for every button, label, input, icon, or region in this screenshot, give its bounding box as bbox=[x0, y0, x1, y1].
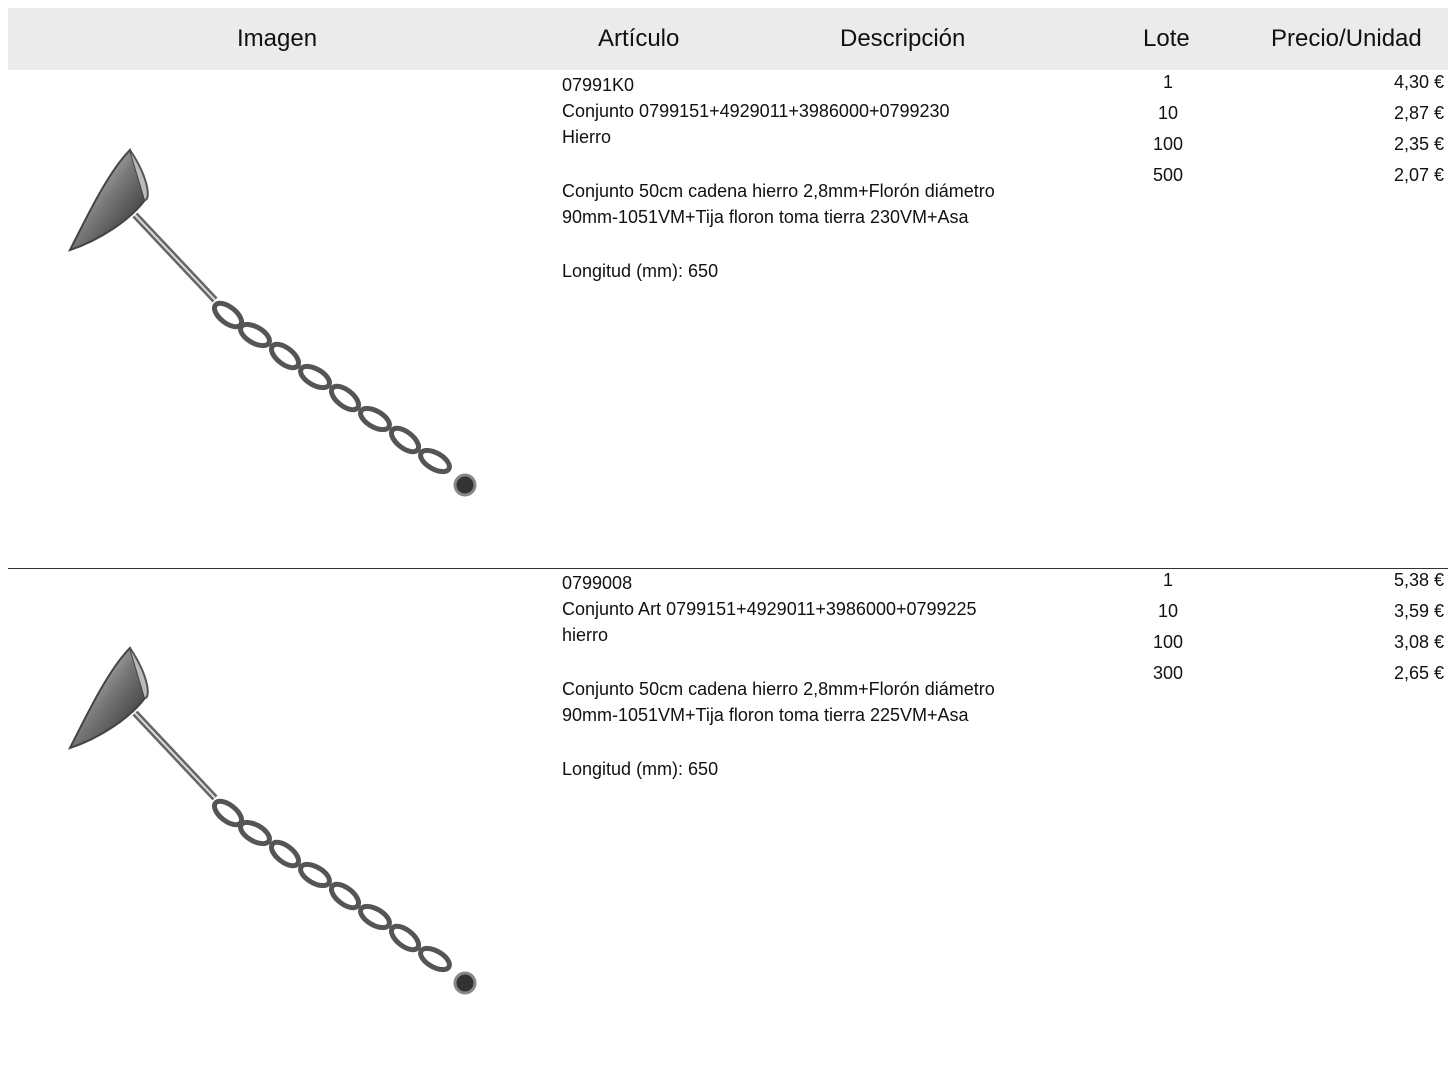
lot-quantity: 1 bbox=[1162, 570, 1173, 590]
article-code: 0799008 bbox=[562, 573, 633, 593]
header-cell: Descripción bbox=[840, 25, 966, 52]
header-cell: Imagen bbox=[237, 25, 318, 52]
unit-price: 3,59 € bbox=[1393, 601, 1444, 621]
table-row: 0799008 Conjunto Art 0799151+4929011+3986… bbox=[0, 568, 1448, 1066]
unit-price: 4,30 € bbox=[1393, 72, 1444, 92]
unit-price: 2,07 € bbox=[1393, 165, 1444, 185]
article-description: 90mm-1051VM+Tija floron toma tierra 225V… bbox=[562, 705, 969, 725]
lot-quantity: 100 bbox=[1152, 134, 1184, 154]
lot-quantity: 10 bbox=[1157, 601, 1179, 621]
header-cell: Artículo bbox=[598, 25, 680, 52]
product-image bbox=[50, 130, 500, 510]
article-length: Longitud (mm): 650 bbox=[562, 759, 719, 779]
lot-quantity: 1 bbox=[1162, 72, 1173, 92]
article-name: Conjunto Art 0799151+4929011+3986000+079… bbox=[562, 599, 977, 619]
unit-price: 2,65 € bbox=[1393, 663, 1444, 683]
article-name: Conjunto 0799151+4929011+3986000+0799230 bbox=[562, 101, 950, 121]
lot-quantity: 300 bbox=[1152, 663, 1184, 683]
article-material: Hierro bbox=[562, 127, 612, 147]
row-separator bbox=[8, 568, 1448, 569]
article-material: hierro bbox=[562, 625, 609, 645]
lot-quantity: 500 bbox=[1152, 165, 1184, 185]
table-row: 07991K0 Conjunto 0799151+4929011+3986000+… bbox=[0, 70, 1448, 568]
table-header bbox=[8, 8, 1448, 70]
lot-quantity: 100 bbox=[1152, 632, 1184, 652]
unit-price: 2,87 € bbox=[1393, 103, 1444, 123]
article-description: Conjunto 50cm cadena hierro 2,8mm+Florón… bbox=[562, 679, 995, 699]
lot-quantity: 10 bbox=[1157, 103, 1179, 123]
article-length: Longitud (mm): 650 bbox=[562, 261, 719, 281]
product-image bbox=[50, 628, 500, 1008]
article-description: Conjunto 50cm cadena hierro 2,8mm+Florón… bbox=[562, 181, 995, 201]
article-description: 90mm-1051VM+Tija floron toma tierra 230V… bbox=[562, 207, 969, 227]
unit-price: 5,38 € bbox=[1393, 570, 1444, 590]
page: Imagen Artículo Descripción Lote Precio/… bbox=[0, 8, 1448, 979]
header-cell: Precio/Unidad bbox=[1271, 25, 1422, 52]
article-code: 07991K0 bbox=[562, 75, 635, 95]
unit-price: 3,08 € bbox=[1393, 632, 1444, 652]
header-cell: Lote bbox=[1143, 25, 1190, 52]
unit-price: 2,35 € bbox=[1393, 134, 1444, 154]
